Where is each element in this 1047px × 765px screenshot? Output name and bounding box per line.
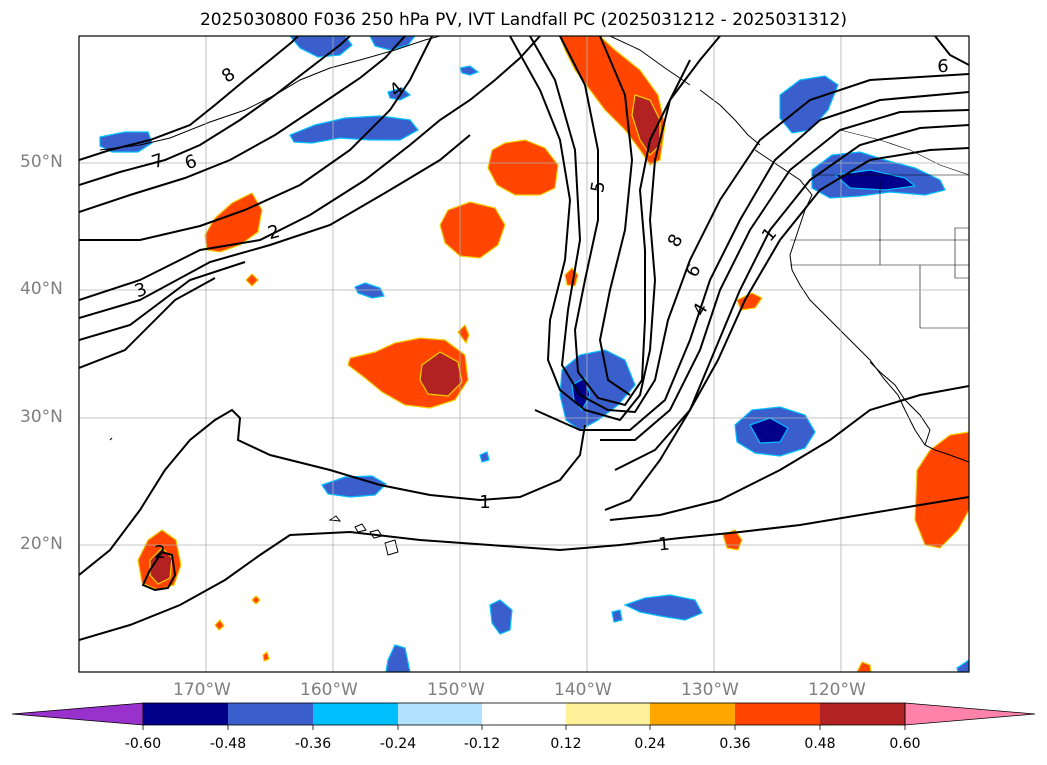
contour-label: 7 bbox=[149, 150, 166, 174]
contour-label: 8 bbox=[218, 64, 239, 88]
colorbar-tick-label: -0.48 bbox=[209, 736, 247, 752]
lon-label-170w: 170°W bbox=[173, 680, 231, 700]
lon-label-130w: 130°W bbox=[681, 680, 739, 700]
gridlines bbox=[79, 36, 969, 672]
lon-label-140w: 140°W bbox=[554, 680, 612, 700]
colorbar-tick-label: -0.36 bbox=[294, 736, 332, 752]
contour-label: 3 bbox=[132, 279, 150, 303]
lon-label-150w: 150°W bbox=[427, 680, 485, 700]
lat-label-50n: 50°N bbox=[20, 152, 63, 172]
colorbar bbox=[11, 702, 1036, 730]
figure-title: 2025030800 F036 250 hPa PV, IVT Landfall… bbox=[199, 10, 847, 30]
contour-label: 1 bbox=[479, 492, 490, 513]
colorbar-tick-label: -0.12 bbox=[463, 736, 501, 752]
contour-label: 5 bbox=[587, 179, 610, 194]
colorbar-tick-label: 0.12 bbox=[550, 736, 582, 752]
coastlines-and-borders bbox=[99, 36, 969, 463]
pv-positive-anomalies bbox=[137, 36, 969, 672]
contour-label: 8 bbox=[664, 231, 688, 251]
colorbar-tick-label: 0.36 bbox=[719, 736, 751, 752]
colorbar-tick-label: 0.24 bbox=[634, 736, 666, 752]
contour-label: 6 bbox=[182, 151, 199, 175]
contour-labels: 8 7 6 4 2 3 5 8 6 4 1 1 1 2 6 bbox=[132, 56, 949, 563]
lat-label-40n: 40°N bbox=[20, 279, 63, 299]
ivt-contours bbox=[79, 36, 969, 641]
contour-label: 4 bbox=[689, 300, 713, 320]
lat-label-30n: 30°N bbox=[20, 407, 63, 427]
colorbar-tick-label: 0.48 bbox=[804, 736, 836, 752]
lon-label-160w: 160°W bbox=[300, 680, 358, 700]
contour-label: 2 bbox=[154, 542, 165, 563]
contour-label: 6 bbox=[682, 261, 706, 281]
lat-label-20n: 20°N bbox=[20, 534, 63, 554]
colorbar-tick-label: -0.60 bbox=[124, 736, 162, 752]
contour-label: 6 bbox=[937, 56, 948, 77]
contour-label: 2 bbox=[266, 221, 282, 244]
colorbar-tick-label: -0.24 bbox=[379, 736, 417, 752]
map-frame bbox=[78, 35, 970, 673]
colorbar-tick-label: 0.60 bbox=[889, 736, 921, 752]
lon-label-120w: 120°W bbox=[808, 680, 866, 700]
contour-label: 1 bbox=[657, 534, 670, 556]
